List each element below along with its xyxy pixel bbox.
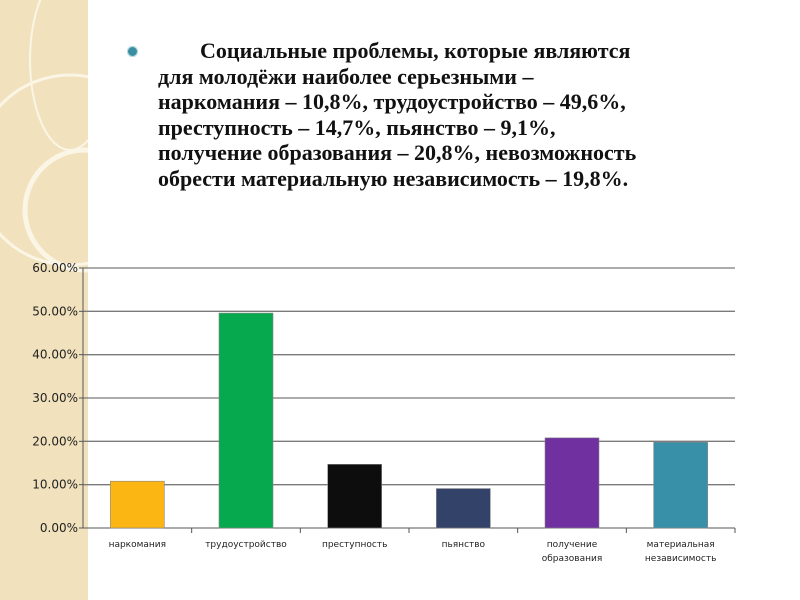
x-category-label: материальная [647, 540, 715, 550]
y-tick-label: 10.00% [32, 478, 78, 492]
decorative-circles [0, 0, 88, 273]
bar [653, 441, 708, 529]
text-line: обрести материальную независимость – 19,… [158, 165, 629, 191]
x-category-label: независимость [645, 554, 716, 564]
text-line: получение образования – 20,8%, невозможн… [158, 140, 637, 165]
x-category-label: трудоустройство [205, 540, 287, 550]
y-tick-label: 40.00% [32, 348, 78, 362]
y-tick-label: 30.00% [32, 391, 78, 405]
x-category-label: образования [542, 554, 603, 564]
x-category-label: наркомания [109, 540, 167, 550]
bar [436, 488, 491, 529]
slide-text: Социальные проблемы, которые являются дл… [158, 38, 778, 191]
y-tick-label: 0.00% [40, 521, 78, 535]
text-line: наркомания – 10,8%, трудоустройство – 49… [158, 89, 626, 114]
decorative-side-strip [0, 0, 88, 600]
bar [544, 437, 600, 529]
y-tick-label: 50.00% [32, 304, 78, 318]
y-tick-label: 60.00% [32, 261, 78, 275]
x-category-label: получение [547, 540, 598, 550]
bar-chart: 0.00% 10.00% 20.00% 30.00% 40.00% 50.00% 60.00… [32, 261, 736, 564]
text-line: для молодёжи наиболее серьезными – [158, 63, 534, 89]
x-category-label: пьянство [442, 540, 486, 550]
bullet-icon [127, 46, 138, 57]
y-tick-label: 20.00% [32, 434, 78, 448]
bar [327, 464, 382, 529]
x-category-label: преступность [322, 540, 387, 550]
text-line: преступность – 14,7%, пьянство – 9,1%, [158, 114, 556, 140]
bar [218, 312, 274, 529]
text-line-content: Социальные проблемы, которые являются [200, 38, 631, 63]
text-line: Социальные проблемы, которые являются [158, 38, 778, 64]
bar [110, 480, 165, 529]
